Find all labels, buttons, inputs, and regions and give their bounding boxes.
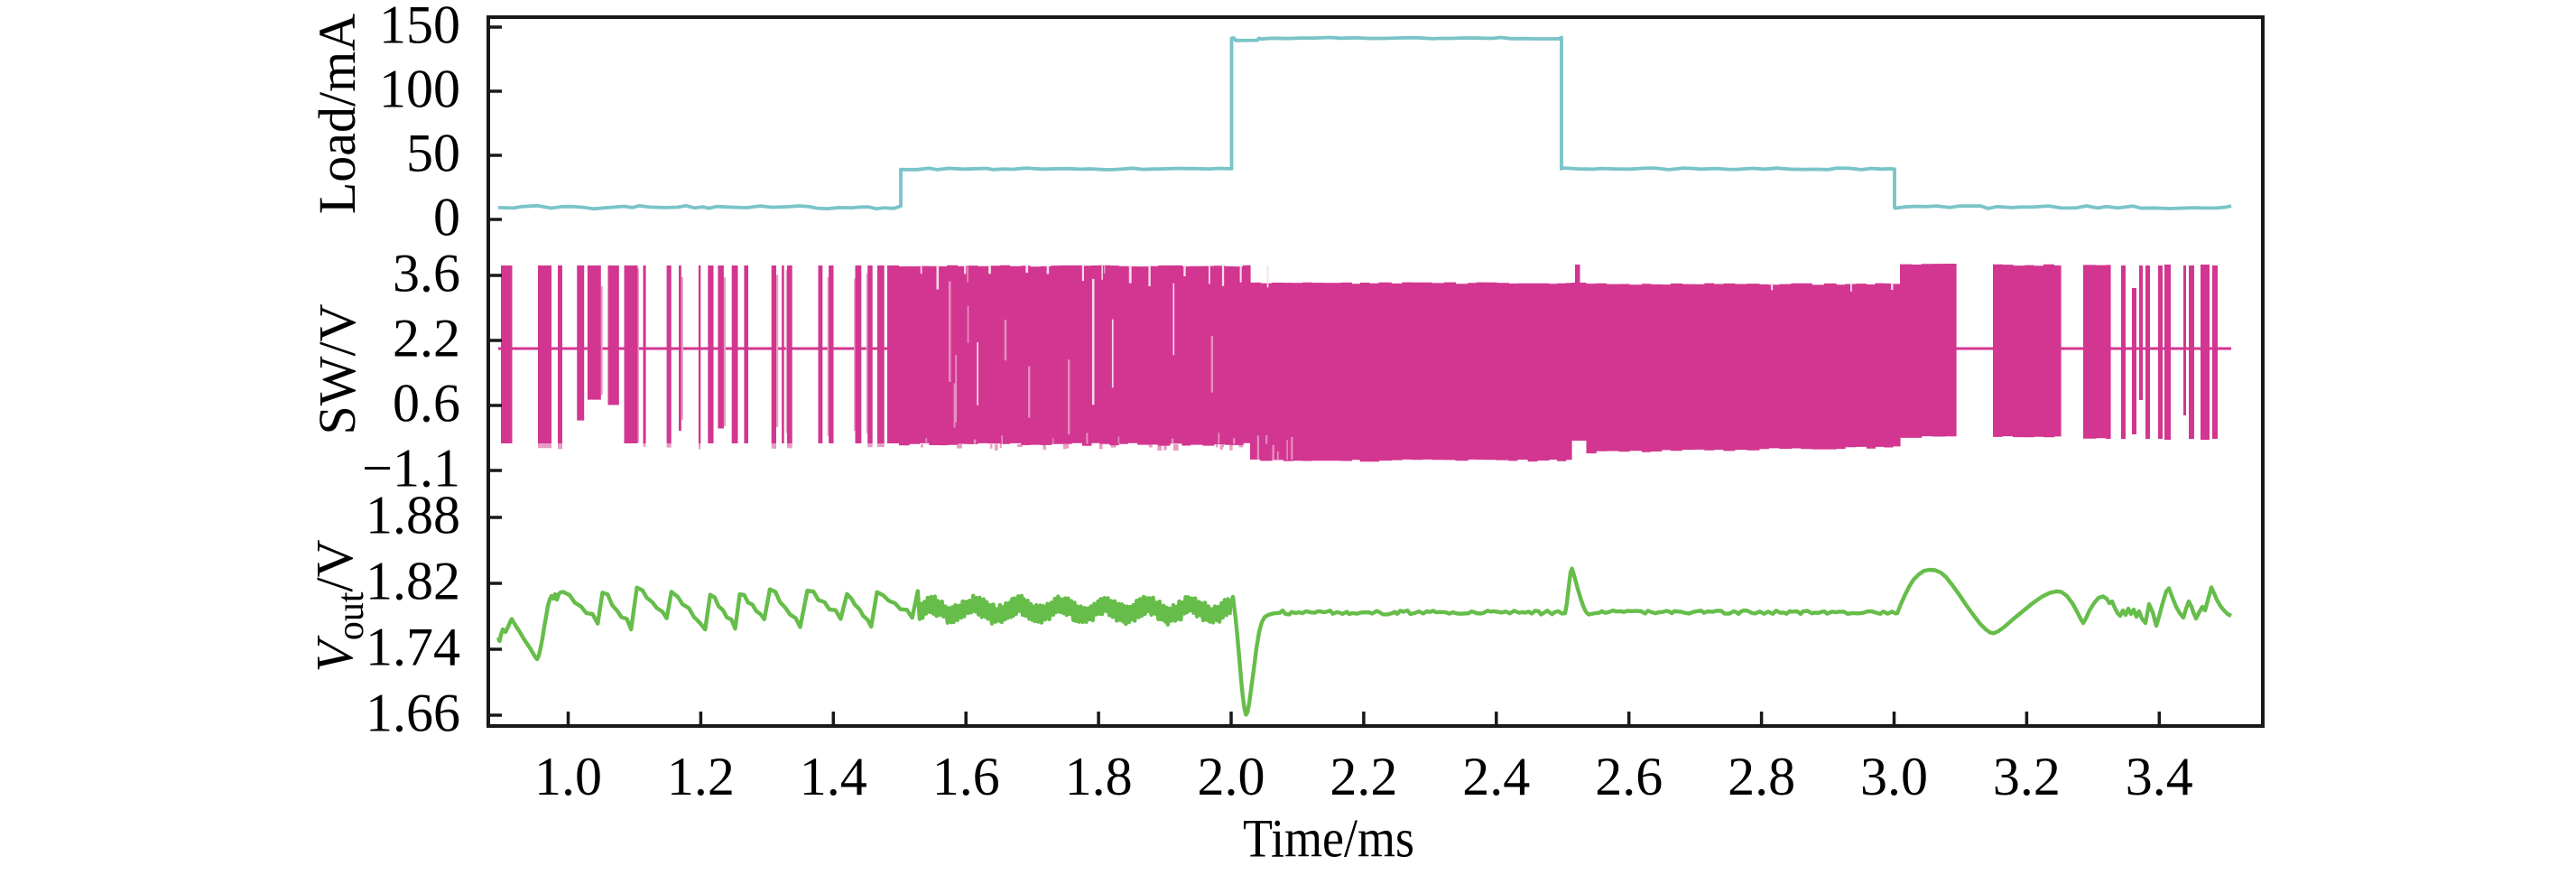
svg-text:3.2: 3.2 [1993,747,2061,806]
svg-text:150: 150 [379,0,460,55]
svg-text:50: 50 [406,124,460,183]
svg-text:0: 0 [433,188,460,247]
svg-text:3.4: 3.4 [2126,747,2193,806]
svg-text:1.4: 1.4 [800,747,867,806]
svg-text:100: 100 [379,60,460,119]
svg-text:1.8: 1.8 [1065,747,1133,806]
svg-text:1.88: 1.88 [366,486,460,545]
svg-text:1.66: 1.66 [366,684,460,743]
svg-text:SW/V: SW/V [308,303,366,434]
svg-text:3.6: 3.6 [393,244,460,303]
svg-text:Vout/V: Vout/V [305,539,372,672]
svg-text:2.4: 2.4 [1462,747,1530,806]
svg-text:1.74: 1.74 [366,618,460,677]
svg-text:1.6: 1.6 [932,747,1000,806]
svg-text:1.0: 1.0 [534,747,602,806]
svg-text:0.6: 0.6 [393,374,460,433]
svg-text:−1.1: −1.1 [362,439,460,498]
svg-text:2.2: 2.2 [1330,747,1397,806]
svg-text:Load/mA: Load/mA [308,14,366,214]
svg-text:3.0: 3.0 [1860,747,1928,806]
svg-text:Time/ms: Time/ms [1243,809,1414,869]
svg-text:2.8: 2.8 [1728,747,1795,806]
svg-text:2.0: 2.0 [1198,747,1265,806]
svg-text:2.6: 2.6 [1595,747,1663,806]
svg-text:2.2: 2.2 [393,309,460,368]
svg-text:1.2: 1.2 [667,747,735,806]
svg-text:1.82: 1.82 [366,552,460,611]
